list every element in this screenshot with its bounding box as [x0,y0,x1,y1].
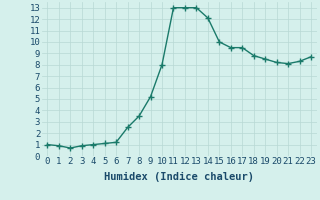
X-axis label: Humidex (Indice chaleur): Humidex (Indice chaleur) [104,172,254,182]
